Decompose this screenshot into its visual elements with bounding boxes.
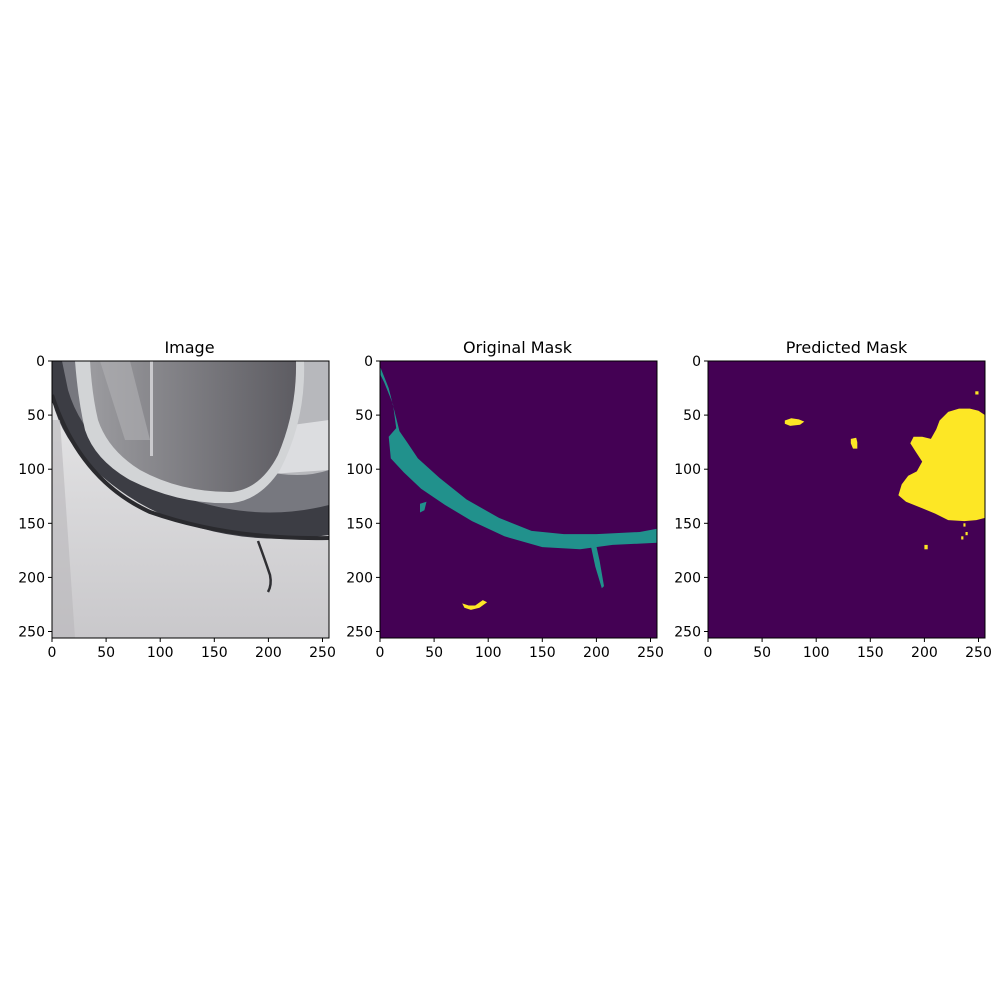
x-tick-label: 100: [803, 645, 830, 661]
x-tick-label: 200: [255, 645, 282, 661]
x-tick-label: 0: [704, 645, 713, 661]
y-tick-label: 100: [346, 462, 373, 478]
y-tick-label: 250: [674, 625, 701, 641]
mask-region-yellow: [924, 544, 928, 550]
x-tick-label: 100: [147, 645, 174, 661]
mask-region-yellow: [961, 536, 964, 540]
x-tick-label: 200: [911, 645, 938, 661]
y-tick-label: 150: [674, 516, 701, 532]
mask-region-teal: [380, 366, 657, 550]
axes-frame: [51, 360, 330, 639]
image-panel-title: Image: [164, 338, 214, 357]
y-tick-label: 200: [674, 570, 701, 586]
mask-region-teal: [420, 501, 427, 513]
mask-region-yellow: [965, 532, 968, 536]
x-tick-label: 250: [637, 645, 664, 661]
y-tick-label: 200: [18, 570, 45, 586]
x-tick-label: 250: [965, 645, 992, 661]
y-tick-label: 250: [18, 625, 45, 641]
y-tick-label: 100: [674, 462, 701, 478]
x-tick-label: 0: [48, 645, 57, 661]
y-tick-label: 150: [18, 516, 45, 532]
axes-frame: [707, 360, 986, 639]
mask-region-yellow: [462, 600, 488, 610]
y-tick-label: 150: [346, 516, 373, 532]
y-tick-label: 50: [683, 408, 701, 424]
mask-region-yellow: [784, 418, 805, 426]
predicted-mask-regions: [784, 391, 985, 550]
x-tick-label: 150: [201, 645, 228, 661]
original-mask-panel-title: Original Mask: [463, 338, 573, 357]
x-tick-label: 50: [97, 645, 115, 661]
x-tick-label: 250: [309, 645, 336, 661]
x-tick-label: 100: [475, 645, 502, 661]
x-tick-label: 50: [425, 645, 443, 661]
y-tick-label: 50: [27, 408, 45, 424]
mask-region-yellow: [963, 523, 966, 527]
mask-region-teal: [588, 536, 604, 589]
mask-region-yellow: [975, 391, 979, 395]
y-tick-label: 200: [346, 570, 373, 586]
x-tick-label: 150: [529, 645, 556, 661]
y-tick-label: 0: [36, 354, 45, 370]
axes-frame: [379, 360, 658, 639]
original-mask-regions: [380, 366, 657, 610]
y-tick-label: 100: [18, 462, 45, 478]
photo: [52, 361, 329, 638]
original-mask-background: [380, 361, 657, 638]
x-tick-label: 200: [583, 645, 610, 661]
mask-region-yellow: [850, 437, 858, 449]
predicted-mask-panel: Predicted Mask 0 50 100 150 200 2500501001502…: [674, 338, 992, 661]
x-tick-label: 150: [857, 645, 884, 661]
x-tick-label: 0: [376, 645, 385, 661]
original-mask-panel: Original Mask 0 50 100 150 200 25005010015020…: [346, 338, 664, 661]
y-tick-label: 0: [692, 354, 701, 370]
y-tick-label: 0: [364, 354, 373, 370]
y-tick-label: 50: [355, 408, 373, 424]
mask-region-yellow: [898, 408, 985, 522]
x-tick-label: 50: [753, 645, 771, 661]
predicted-mask-panel-title: Predicted Mask: [786, 338, 908, 357]
y-tick-label: 250: [346, 625, 373, 641]
